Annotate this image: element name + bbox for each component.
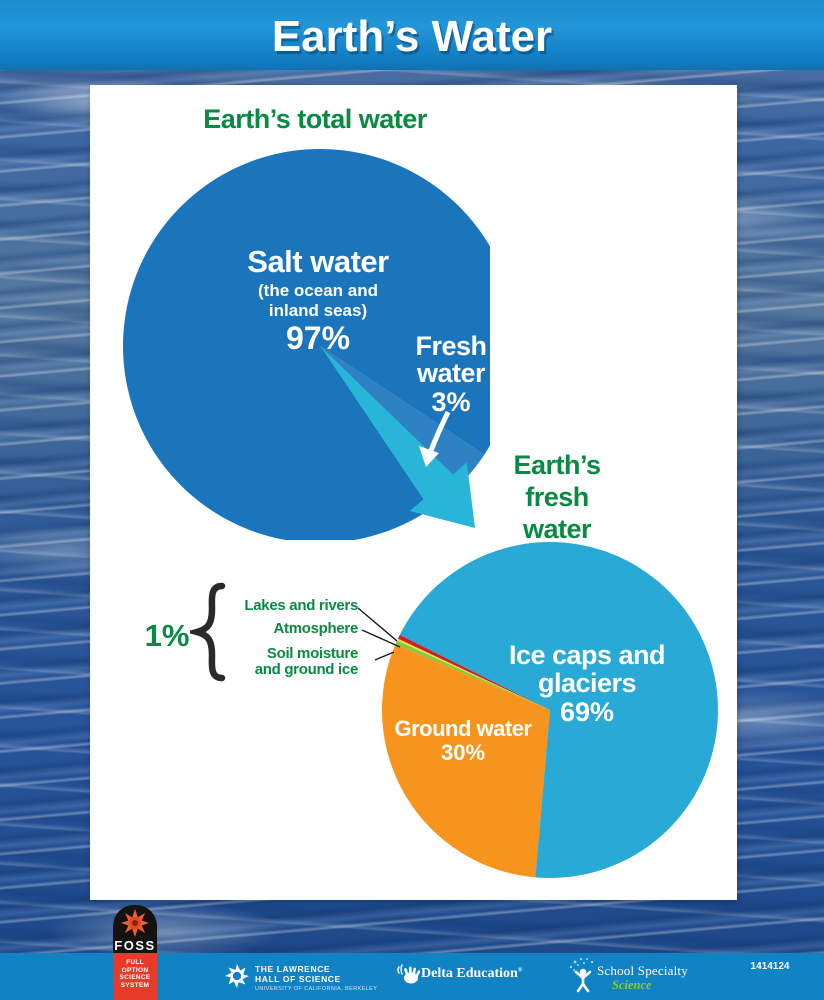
- three-percent-pointer-arrowhead: [419, 446, 439, 467]
- leader-line-lakes: [357, 607, 398, 642]
- pie-slice-fresh-water: [320, 346, 485, 484]
- school-specialty-logo-icon: [569, 957, 594, 993]
- leader-line-soil: [374, 651, 395, 661]
- one-percent-label: 1%: [144, 618, 190, 653]
- curly-brace: [190, 582, 226, 682]
- fresh-water-transition-arrow: [321, 347, 475, 528]
- fresh-water-label: Fresh water: [415, 331, 487, 388]
- chart1-heading: Earth’s total water: [203, 104, 427, 134]
- lawrence-hall-text: THE LAWRENCE HALL OF SCIENCE UNIVERSITY …: [255, 964, 378, 992]
- foss-name: FOSS: [114, 938, 156, 953]
- pie-slice-lakes-and-rivers: [397, 634, 550, 710]
- pie-slice-ground-water: [382, 644, 550, 878]
- chart2-heading: Earth’s fresh water: [513, 450, 601, 544]
- poster-title: Earth’s Water: [271, 12, 553, 61]
- delta-education-text: Delta Education®: [421, 966, 523, 981]
- school-specialty-science-text: Science: [612, 978, 652, 992]
- salt-water-sublabel: (the ocean and inland seas): [258, 281, 378, 320]
- pie-slice-ice-caps-and-glaciers: [399, 542, 719, 878]
- foss-tagline: FULL OPTION SCIENCE SYSTEM: [113, 953, 157, 1000]
- delta-education-hand-icon: [397, 964, 421, 984]
- leader-line-atmosphere: [361, 629, 401, 648]
- foss-sun-icon: [121, 909, 149, 937]
- pie-slice-soil-moisture-and-ground-ice: [395, 640, 550, 710]
- salt-water-label: Salt water: [247, 244, 389, 279]
- fresh-water-percent: 3%: [431, 387, 471, 417]
- ice-caps-label: Ice caps and glaciers: [508, 640, 666, 698]
- title-banner: Earth’s Water: [0, 0, 824, 70]
- ground-water-label: Ground water: [394, 716, 532, 741]
- lakes-rivers-label: Lakes and rivers: [244, 597, 358, 614]
- salt-water-percent: 97%: [285, 320, 351, 356]
- three-percent-pointer-arrow: [427, 410, 451, 454]
- fresh-water-pie-chart: [382, 542, 719, 878]
- soil-moisture-label-line2: and ground ice: [254, 661, 359, 678]
- item-number: 1414124: [750, 961, 790, 972]
- pie-slice-atmosphere: [397, 638, 550, 710]
- ground-water-percent: 30%: [440, 740, 486, 765]
- soil-moisture-label-line1: Soil moisture: [266, 645, 358, 662]
- ice-caps-percent: 69%: [559, 697, 615, 727]
- school-specialty-text: School Specialty: [597, 963, 688, 978]
- total-water-pie-chart: [123, 149, 490, 540]
- atmosphere-label: Atmosphere: [273, 620, 358, 637]
- lawrence-hall-logo-icon: [225, 964, 249, 988]
- leader-lines: [357, 607, 401, 661]
